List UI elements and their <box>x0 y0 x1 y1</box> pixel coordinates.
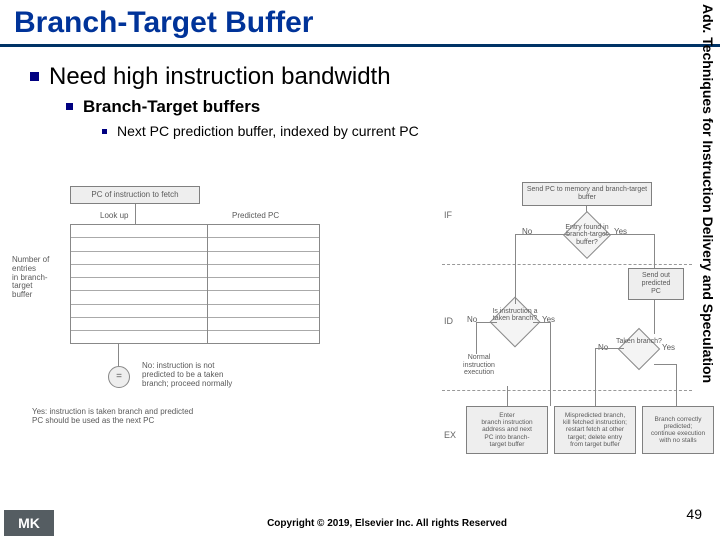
bullet-level-1: Need high instruction bandwidth <box>30 63 690 91</box>
no-branch-label: No: instruction is not predicted to be a… <box>142 362 292 388</box>
entry-found-label: Entry found in branch-target buffer? <box>562 224 612 246</box>
bullet-level-3: Next PC prediction buffer, indexed by cu… <box>102 123 690 139</box>
entry-no-label: No <box>522 228 532 237</box>
bullet-2-text: Branch-Target buffers <box>83 97 260 117</box>
predicted-header: Predicted PC <box>232 212 279 221</box>
yes-branch-label: Yes: instruction is taken branch and pre… <box>32 408 292 426</box>
branch-yes-label: Yes <box>542 316 555 325</box>
stage-ex-label: EX <box>444 430 456 440</box>
diagram-line <box>442 390 692 391</box>
send-pc-box: Send PC to memory and branch-target buff… <box>522 182 652 206</box>
ex-correct-box: Branch correctly predicted; continue exe… <box>642 406 714 454</box>
compare-node: = <box>108 366 130 388</box>
diagram-line <box>654 234 655 268</box>
diagram-line <box>515 234 570 235</box>
taken-yes-label: Yes <box>662 344 675 353</box>
bullet-icon <box>66 103 73 110</box>
diagram-line <box>515 252 516 304</box>
publisher-logo: MK <box>4 510 54 536</box>
diagram-line <box>595 364 596 406</box>
diagram-line <box>507 386 508 406</box>
copyright-text: Copyright © 2019, Elsevier Inc. All righ… <box>54 518 720 529</box>
normal-exec-label: Normal instruction execution <box>454 354 504 377</box>
page-number: 49 <box>686 506 702 522</box>
bullet-icon <box>30 72 39 81</box>
diagram-line <box>515 234 516 252</box>
ex-mispredict-box: Mispredicted branch, kill fetched instru… <box>554 406 636 454</box>
diagram-line <box>533 322 551 323</box>
bullet-icon <box>102 129 107 134</box>
title-bar: Branch-Target Buffer <box>0 0 720 47</box>
stage-id-label: ID <box>444 316 453 326</box>
lookup-header: Look up <box>100 212 128 221</box>
diagram-line <box>654 364 676 365</box>
content-area: Need high instruction bandwidth Branch-T… <box>0 47 720 139</box>
diagram: PC of instruction to fetch Look up Predi… <box>12 186 692 486</box>
diagram-line <box>476 322 477 354</box>
is-branch-label: Is instruction a taken branch? <box>490 308 540 323</box>
slide-title: Branch-Target Buffer <box>14 6 706 40</box>
bullet-1-text: Need high instruction bandwidth <box>49 63 391 91</box>
bullet-3-text: Next PC prediction buffer, indexed by cu… <box>117 123 419 139</box>
footer: MK Copyright © 2019, Elsevier Inc. All r… <box>0 510 720 536</box>
diagram-line <box>595 348 596 364</box>
diagram-line <box>118 344 119 366</box>
taken-branch-label: Taken branch? <box>614 338 664 345</box>
diagram-line <box>550 322 551 406</box>
bullet-level-2: Branch-Target buffers <box>66 97 690 117</box>
pc-fetch-box: PC of instruction to fetch <box>70 186 200 204</box>
num-entries-label: Number of entries in branch- target buff… <box>12 256 66 300</box>
diagram-line <box>476 322 497 323</box>
entry-yes-label: Yes <box>614 228 627 237</box>
diagram-line <box>595 348 624 349</box>
diagram-line <box>135 204 136 224</box>
send-predicted-box: Send out predicted PC <box>628 268 684 300</box>
stage-if-label: IF <box>444 210 452 220</box>
diagram-line <box>604 234 654 235</box>
ex-enter-box: Enter branch instruction address and nex… <box>466 406 548 454</box>
btb-table <box>70 224 320 344</box>
diagram-line <box>676 364 677 406</box>
slide-root: Branch-Target Buffer Adv. Techniques for… <box>0 0 720 540</box>
diagram-line <box>654 300 655 334</box>
